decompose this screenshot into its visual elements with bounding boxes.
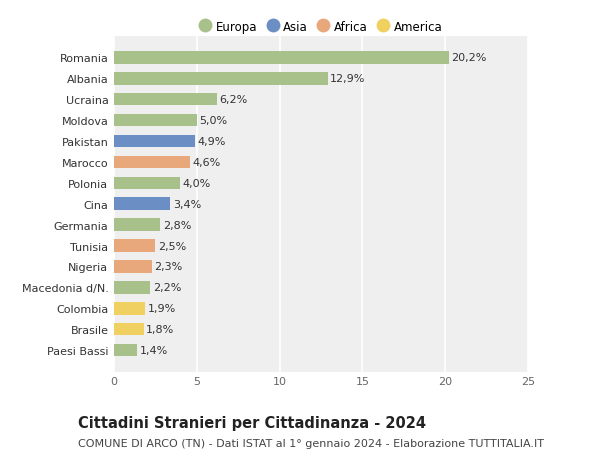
Bar	[114, 52, 449, 64]
Bar	[114, 177, 180, 190]
Text: 1,8%: 1,8%	[146, 325, 175, 335]
Text: 1,9%: 1,9%	[148, 303, 176, 313]
Text: 1,4%: 1,4%	[140, 345, 168, 355]
Bar	[114, 261, 152, 273]
Text: 12,9%: 12,9%	[330, 74, 365, 84]
Text: 4,0%: 4,0%	[183, 179, 211, 188]
Text: 4,9%: 4,9%	[197, 137, 226, 147]
Text: 6,2%: 6,2%	[219, 95, 247, 105]
Bar	[114, 281, 151, 294]
Text: 20,2%: 20,2%	[451, 53, 487, 63]
Bar	[114, 302, 145, 315]
Bar	[114, 94, 217, 106]
Bar	[114, 344, 137, 357]
Bar	[114, 115, 197, 127]
Text: 2,8%: 2,8%	[163, 220, 191, 230]
Bar	[114, 219, 160, 231]
Bar	[114, 135, 195, 148]
Text: COMUNE DI ARCO (TN) - Dati ISTAT al 1° gennaio 2024 - Elaborazione TUTTITALIA.IT: COMUNE DI ARCO (TN) - Dati ISTAT al 1° g…	[78, 438, 544, 448]
Text: 4,6%: 4,6%	[193, 157, 221, 168]
Bar	[114, 323, 144, 336]
Bar	[114, 73, 328, 85]
Text: 5,0%: 5,0%	[199, 116, 227, 126]
Bar	[114, 198, 170, 211]
Text: 2,2%: 2,2%	[153, 283, 181, 293]
Text: 3,4%: 3,4%	[173, 199, 201, 209]
Bar	[114, 240, 155, 252]
Legend: Europa, Asia, Africa, America: Europa, Asia, Africa, America	[194, 16, 448, 38]
Bar	[114, 156, 190, 169]
Text: 2,5%: 2,5%	[158, 241, 186, 251]
Text: Cittadini Stranieri per Cittadinanza - 2024: Cittadini Stranieri per Cittadinanza - 2…	[78, 415, 426, 431]
Text: 2,3%: 2,3%	[155, 262, 183, 272]
